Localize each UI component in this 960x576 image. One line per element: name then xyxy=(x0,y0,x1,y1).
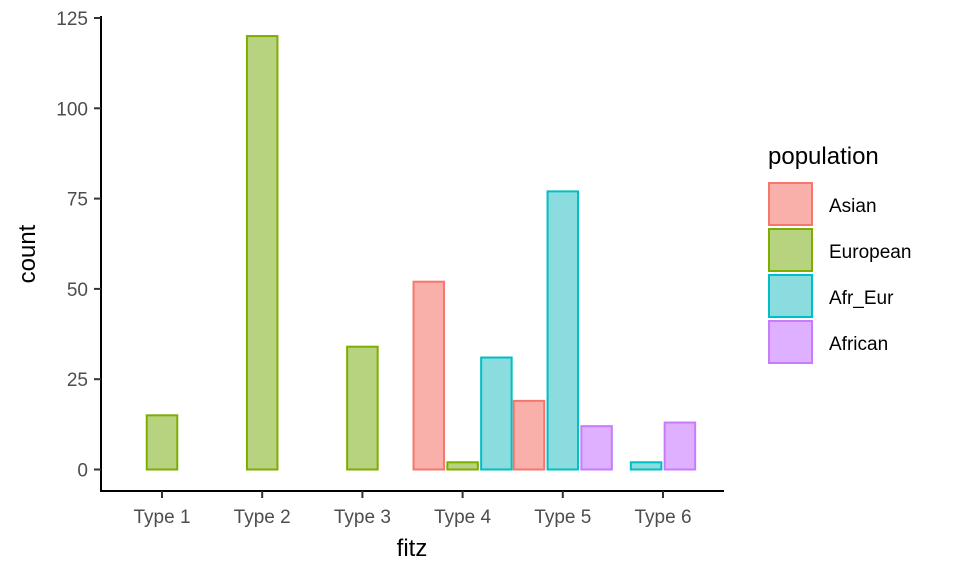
x-tick-label: Type 5 xyxy=(534,507,591,528)
legend-title: population xyxy=(768,143,879,170)
y-tick-label: 100 xyxy=(56,99,88,120)
y-tick-label: 75 xyxy=(67,190,88,211)
bar-european-type-4 xyxy=(446,461,479,471)
bar-afr-eur-type-6 xyxy=(629,461,663,471)
bar-european-type-3 xyxy=(346,345,379,471)
legend-key-afr-eur xyxy=(768,274,813,318)
x-axis-title: fitz xyxy=(397,535,428,562)
bar-asian-type-4 xyxy=(412,280,446,471)
bar-asian-type-5 xyxy=(512,399,546,471)
x-axis-ticks: Type 1 Type 2 Type 3 Type 4 Type 5 Type 6 xyxy=(133,491,692,528)
y-tick-label: 50 xyxy=(67,280,88,301)
bar-european-type-1 xyxy=(145,414,179,471)
bar-african-type-5 xyxy=(580,425,613,471)
y-tick-label: 125 xyxy=(56,9,88,30)
legend: population Asian European Afr_Eur African xyxy=(768,143,911,364)
legend-key-african xyxy=(768,320,813,364)
legend-key-asian xyxy=(768,182,813,226)
y-tick-label: 25 xyxy=(67,370,88,391)
bar-afr-eur-type-4 xyxy=(480,356,513,471)
bars-layer xyxy=(145,35,697,471)
y-axis-title: count xyxy=(14,224,41,283)
bar-afr-eur-type-5 xyxy=(546,190,580,471)
x-tick-label: Type 3 xyxy=(334,507,391,528)
legend-label: Asian xyxy=(829,196,877,217)
legend-key-european xyxy=(768,228,813,272)
x-tick-label: Type 6 xyxy=(634,507,691,528)
x-tick-label: Type 4 xyxy=(434,507,491,528)
bar-european-type-2 xyxy=(245,35,279,471)
y-tick-label: 0 xyxy=(77,461,88,482)
legend-label: European xyxy=(829,242,911,263)
x-tick-label: Type 1 xyxy=(133,507,190,528)
y-axis-ticks: 0 25 50 75 100 125 xyxy=(56,9,101,482)
legend-label: African xyxy=(829,334,888,355)
bar-african-type-6 xyxy=(663,421,697,471)
x-tick-label: Type 2 xyxy=(234,507,291,528)
legend-label: Afr_Eur xyxy=(829,288,894,309)
